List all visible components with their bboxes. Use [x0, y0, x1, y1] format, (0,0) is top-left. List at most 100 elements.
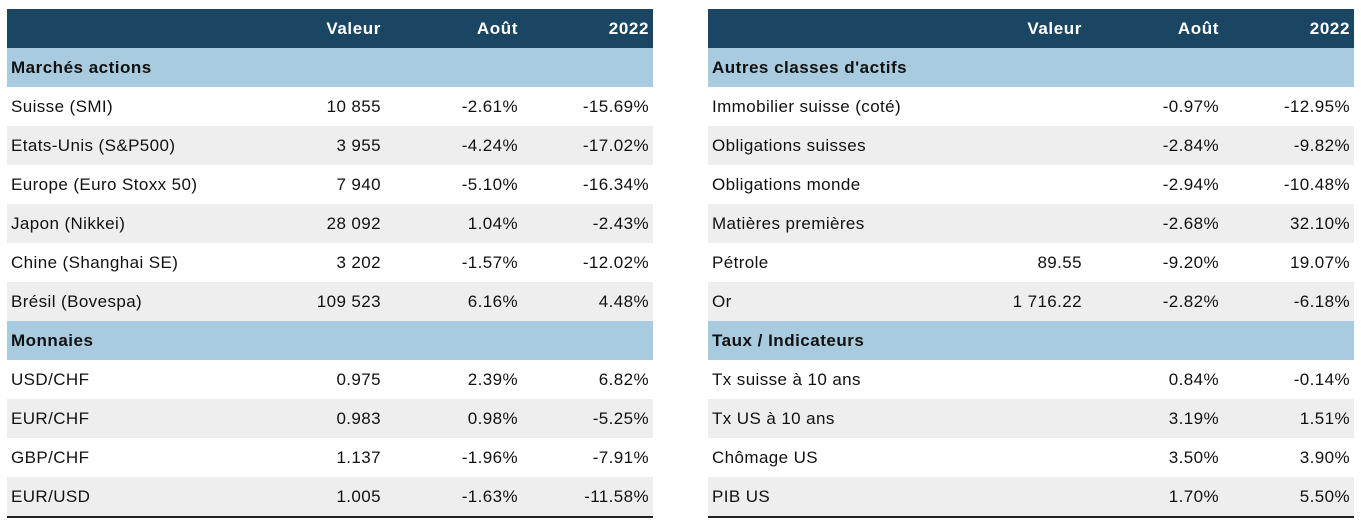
table-row: Immobilier suisse (coté) -0.97% -12.95%: [708, 87, 1354, 126]
row-label: Immobilier suisse (coté): [712, 97, 902, 116]
table-header-row: Valeur Août 2022: [7, 9, 653, 48]
value-cell: 7 940: [336, 175, 381, 194]
august-change-cell: -4.24%: [385, 126, 522, 165]
ytd-2022-cell: 19.07%: [1289, 253, 1350, 272]
ytd-2022-cell: -7.91%: [592, 448, 649, 467]
table-row: Pétrole 89.55 -9.20% 19.07%: [708, 243, 1354, 282]
table-header-row: Valeur Août 2022: [708, 9, 1354, 48]
section-title: Autres classes d'actifs: [708, 48, 1354, 87]
value-cell: [956, 165, 1086, 204]
row-label: Obligations monde: [712, 175, 861, 194]
row-label: Chômage US: [712, 448, 819, 467]
row-label: Chine (Shanghai SE): [11, 253, 179, 272]
ytd-2022-cell: -15.69%: [582, 97, 649, 116]
table-row: EUR/USD 1.005 -1.63% -11.58%: [7, 477, 653, 518]
row-label: Etats-Unis (S&P500): [7, 126, 255, 165]
ytd-2022-cell: -12.02%: [582, 253, 649, 272]
value-cell: 89.55: [1037, 253, 1082, 272]
august-change-cell: -0.97%: [1162, 97, 1219, 116]
ytd-2022-cell: 6.82%: [598, 370, 649, 389]
column-header: Août: [385, 9, 522, 48]
august-change-cell: 0.84%: [1168, 370, 1219, 389]
august-change-cell: 6.16%: [385, 282, 522, 321]
row-label: Japon (Nikkei): [7, 204, 255, 243]
august-change-cell: -1.96%: [461, 448, 518, 467]
value-cell: [956, 126, 1086, 165]
row-label: Tx suisse à 10 ans: [712, 370, 861, 389]
row-label: EUR/USD: [7, 477, 255, 518]
value-cell: 1.137: [336, 448, 381, 467]
row-label: Tx US à 10 ans: [708, 399, 956, 438]
august-change-cell: -5.10%: [461, 175, 518, 194]
value-cell: 0.975: [336, 370, 381, 389]
value-cell: 28 092: [255, 204, 385, 243]
value-cell: [956, 399, 1086, 438]
ytd-2022-cell: 5.50%: [1223, 477, 1354, 518]
column-header: Août: [1086, 9, 1223, 48]
august-change-cell: -2.94%: [1162, 175, 1219, 194]
august-change-cell: -2.84%: [1086, 126, 1223, 165]
section-header-row: Autres classes d'actifs: [708, 48, 1354, 87]
value-cell: 3 955: [255, 126, 385, 165]
ytd-2022-cell: -10.48%: [1283, 175, 1350, 194]
table-row: Chine (Shanghai SE) 3 202 -1.57% -12.02%: [7, 243, 653, 282]
ytd-2022-cell: 4.48%: [522, 282, 653, 321]
ytd-2022-cell: -17.02%: [522, 126, 653, 165]
table-row: PIB US 1.70% 5.50%: [708, 477, 1354, 518]
value-cell: [956, 477, 1086, 518]
value-cell: 10 855: [326, 97, 381, 116]
ytd-2022-cell: -5.25%: [522, 399, 653, 438]
value-cell: 0.983: [255, 399, 385, 438]
row-label: Matières premières: [708, 204, 956, 243]
august-change-cell: -2.61%: [461, 97, 518, 116]
section-header-row: Taux / Indicateurs: [708, 321, 1354, 360]
table-row: Chômage US 3.50% 3.90%: [708, 438, 1354, 477]
ytd-2022-cell: -12.95%: [1283, 97, 1350, 116]
table-row: Obligations suisses -2.84% -9.82%: [708, 126, 1354, 165]
ytd-2022-cell: -11.58%: [522, 477, 653, 518]
row-label: Europe (Euro Stoxx 50): [11, 175, 198, 194]
value-cell: [956, 87, 1086, 126]
column-header: 2022: [1223, 9, 1354, 48]
market-table-right: Valeur Août 2022 Autres classes d'actifs Im…: [708, 9, 1354, 518]
table-row: Brésil (Bovespa) 109 523 6.16% 4.48%: [7, 282, 653, 321]
table-row: Europe (Euro Stoxx 50) 7 940 -5.10% -16.34%: [7, 165, 653, 204]
row-label: Brésil (Bovespa): [7, 282, 255, 321]
ytd-2022-cell: -6.18%: [1223, 282, 1354, 321]
section-title: Monnaies: [7, 321, 653, 360]
table-row: USD/CHF 0.975 2.39% 6.82%: [7, 360, 653, 399]
row-label: GBP/CHF: [11, 448, 90, 467]
section-title: Marchés actions: [7, 48, 653, 87]
column-header: [7, 9, 255, 48]
row-label: Or: [708, 282, 956, 321]
ytd-2022-cell: -16.34%: [582, 175, 649, 194]
value-cell: 109 523: [255, 282, 385, 321]
august-change-cell: -1.57%: [461, 253, 518, 272]
table-row: Or 1 716.22 -2.82% -6.18%: [708, 282, 1354, 321]
row-label: Pétrole: [712, 253, 769, 272]
august-change-cell: 3.50%: [1168, 448, 1219, 467]
table-row: Suisse (SMI) 10 855 -2.61% -15.69%: [7, 87, 653, 126]
august-change-cell: -2.82%: [1086, 282, 1223, 321]
section-header-row: Marchés actions: [7, 48, 653, 87]
column-header: Valeur: [956, 9, 1086, 48]
august-change-cell: 1.04%: [385, 204, 522, 243]
ytd-2022-cell: -2.43%: [522, 204, 653, 243]
ytd-2022-cell: -0.14%: [1293, 370, 1350, 389]
value-cell: [956, 204, 1086, 243]
august-change-cell: 3.19%: [1086, 399, 1223, 438]
august-change-cell: -2.68%: [1086, 204, 1223, 243]
column-header: [708, 9, 956, 48]
row-label: PIB US: [708, 477, 956, 518]
august-change-cell: 1.70%: [1086, 477, 1223, 518]
ytd-2022-cell: 1.51%: [1223, 399, 1354, 438]
value-cell: [956, 360, 1086, 399]
table-row: Obligations monde -2.94% -10.48%: [708, 165, 1354, 204]
august-change-cell: 0.98%: [385, 399, 522, 438]
value-cell: 3 202: [336, 253, 381, 272]
market-table-left: Valeur Août 2022 Marchés actions Suisse (SM…: [7, 9, 653, 518]
table-row: Tx US à 10 ans 3.19% 1.51%: [708, 399, 1354, 438]
table-row: Matières premières -2.68% 32.10%: [708, 204, 1354, 243]
column-header: Valeur: [255, 9, 385, 48]
column-header: 2022: [522, 9, 653, 48]
